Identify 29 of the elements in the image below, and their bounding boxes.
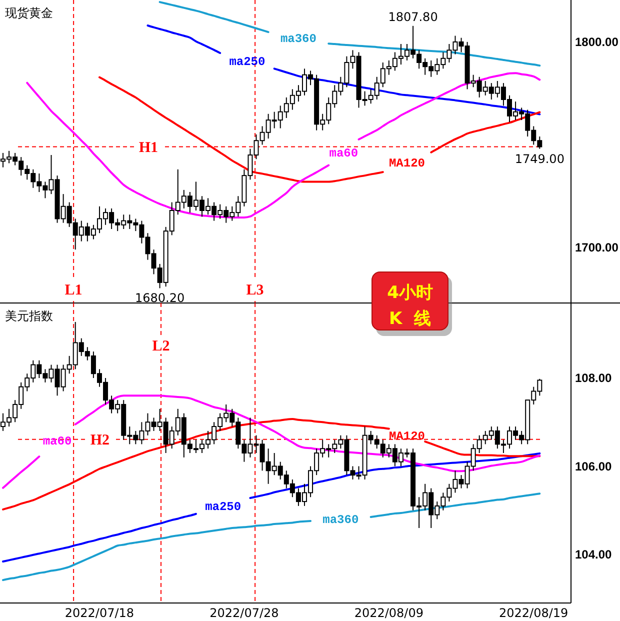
text: 现货黄金 [5, 6, 53, 20]
annotation: 4小时 [387, 282, 433, 303]
series-label: ma250 [205, 500, 242, 514]
annotation: L2 [152, 338, 170, 354]
y-tick-label: 106.00 [575, 459, 612, 474]
series-label: MA120 [388, 429, 426, 444]
text: 美元指数 [5, 309, 53, 323]
annotation: L3 [246, 282, 264, 298]
series-label: ma360 [280, 32, 316, 46]
annotation: 1749.00 [514, 152, 564, 166]
annotation: K 线 [388, 308, 432, 329]
y-tick-label: 108.00 [575, 371, 612, 386]
annotation: L1 [64, 282, 82, 298]
x-tick-label: 2022/08/09 [354, 606, 424, 620]
x-tick-label: 2022/07/28 [210, 606, 279, 620]
y-tick-label: 104.00 [575, 548, 612, 562]
ref-line-label: H2 [90, 432, 110, 449]
series-label: ma250 [229, 55, 266, 70]
x-tick-label: 2022/08/19 [499, 606, 568, 620]
series-label: MA120 [388, 156, 426, 170]
y-tick-label: 1700.00 [575, 240, 619, 255]
ref-line-label: H1 [138, 140, 158, 156]
y-tick-label: 1800.00 [575, 35, 619, 50]
series-label: ma60 [42, 434, 72, 449]
x-tick-label: 2022/07/18 [64, 606, 134, 620]
annotation: 1680.20 [134, 291, 185, 306]
series-label: ma60 [329, 146, 358, 161]
annotation: 1807.80 [388, 10, 438, 24]
series-label: ma360 [322, 513, 359, 528]
